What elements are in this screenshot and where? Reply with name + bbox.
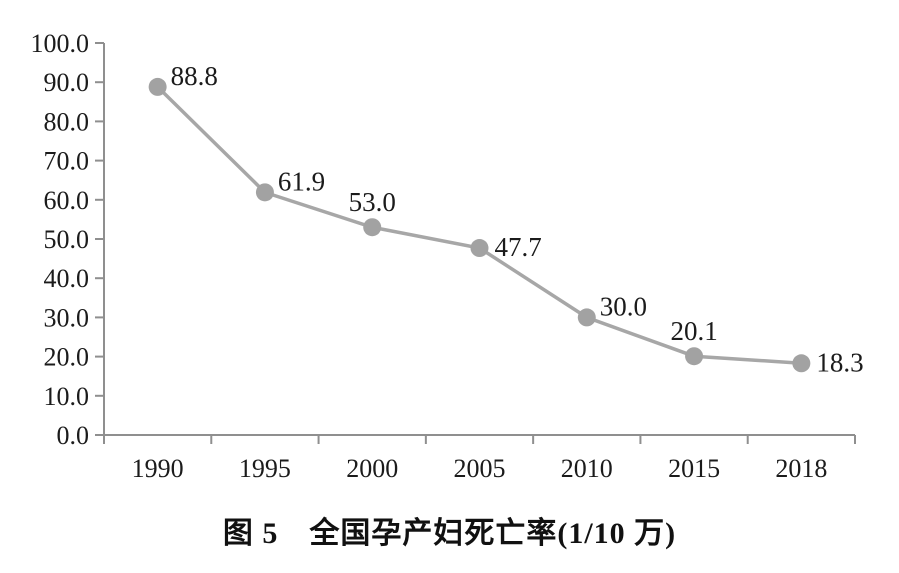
data-point-label: 61.9 xyxy=(278,166,325,196)
y-tick-label: 70.0 xyxy=(44,147,90,176)
data-point-label: 18.3 xyxy=(816,347,863,377)
y-tick-label: 80.0 xyxy=(44,107,90,136)
data-point-label: 47.7 xyxy=(495,232,542,262)
data-point-marker[interactable] xyxy=(685,347,704,366)
data-point-label: 88.8 xyxy=(171,61,218,91)
data-point-marker[interactable] xyxy=(577,308,596,327)
data-point-label: 53.0 xyxy=(349,187,396,217)
x-tick-label: 1990 xyxy=(132,454,184,483)
x-tick-label: 2005 xyxy=(454,454,506,483)
y-tick-label: 50.0 xyxy=(44,225,90,254)
x-tick-label: 2015 xyxy=(668,454,720,483)
maternal-mortality-line-chart: 100.0 90.0 80.0 70.0 60.0 50.0 40.0 30.0 20.0 10.… xyxy=(31,29,864,483)
y-tick-label: 30.0 xyxy=(44,303,90,332)
y-tick-label: 40.0 xyxy=(44,264,90,293)
x-tick-label: 2000 xyxy=(346,454,398,483)
data-point-label: 20.1 xyxy=(670,316,717,346)
y-tick-label: 20.0 xyxy=(44,343,90,372)
figure-caption: 图 5 全国孕产妇死亡率(1/10 万) xyxy=(222,517,677,550)
data-point-marker[interactable] xyxy=(255,183,274,202)
y-tick-label: 10.0 xyxy=(44,382,90,411)
data-point-marker[interactable] xyxy=(363,218,382,237)
data-point-marker[interactable] xyxy=(470,239,489,258)
y-tick-label: 0.0 xyxy=(57,421,90,450)
x-tick-label: 1995 xyxy=(239,454,291,483)
y-tick-label: 60.0 xyxy=(44,186,90,215)
data-point-marker[interactable] xyxy=(792,354,811,373)
x-tick-label: 2010 xyxy=(561,454,613,483)
y-tick-label: 90.0 xyxy=(44,68,90,97)
data-point-label: 30.0 xyxy=(600,291,647,321)
line-chart-area: 100.0 90.0 80.0 70.0 60.0 50.0 40.0 30.0 20.0 10.… xyxy=(31,29,864,483)
data-point-marker[interactable] xyxy=(148,77,167,96)
x-tick-label: 2018 xyxy=(775,454,827,483)
y-tick-label: 100.0 xyxy=(31,29,90,58)
